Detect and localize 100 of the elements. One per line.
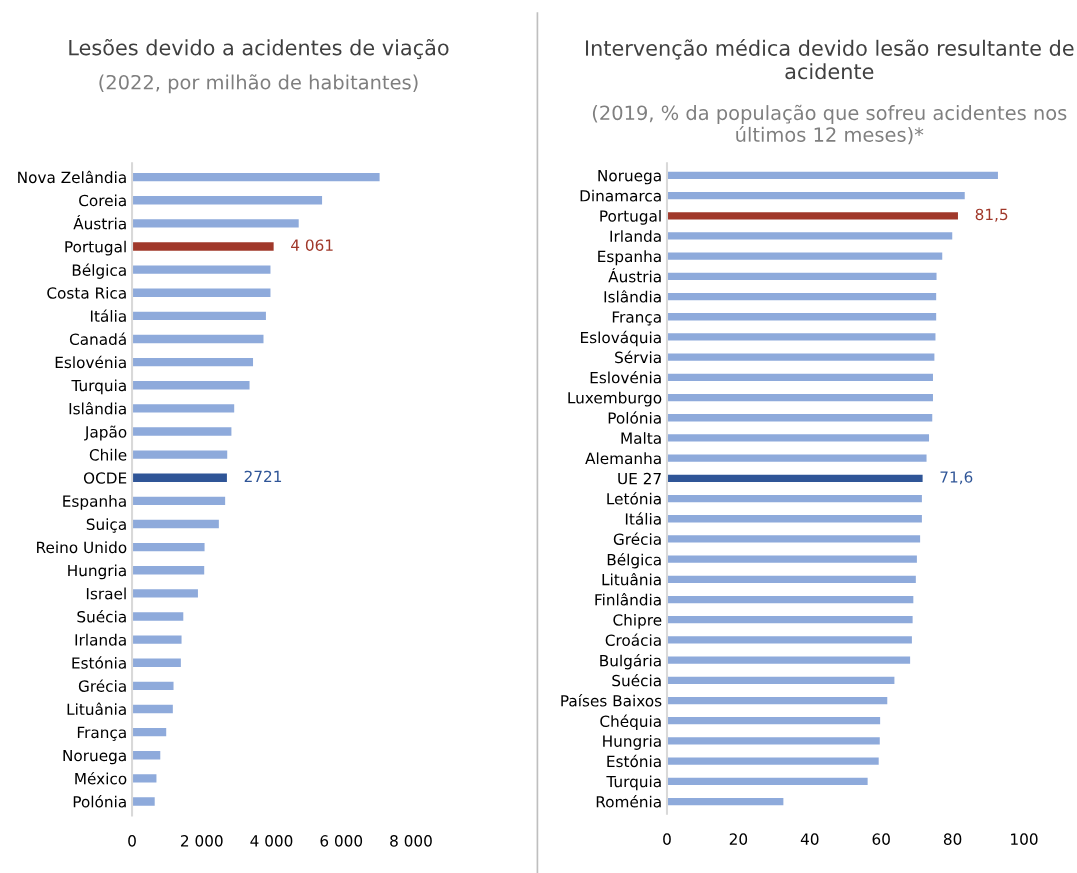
chart-title: Lesões devido a acidentes de viação	[69, 38, 449, 60]
y-tick-label: Hungria	[68, 564, 126, 580]
y-tick-label: OCDE	[83, 472, 127, 484]
y-tick-label: Hungria	[603, 735, 661, 750]
bar	[132, 427, 232, 436]
y-tick-label: Reino Unido	[37, 541, 127, 554]
y-tick-label: Turquia	[606, 775, 661, 791]
bar	[132, 404, 235, 413]
y-tick-label: Lituânia	[602, 572, 661, 586]
bar	[666, 313, 937, 321]
bar	[666, 171, 998, 180]
y-tick-label: Áustria	[73, 215, 126, 230]
y-tick-label: Estónia	[607, 754, 661, 768]
bar	[132, 172, 380, 182]
x-tick-label: 100	[1011, 833, 1038, 845]
bar	[132, 635, 182, 644]
bar	[132, 542, 205, 552]
bar	[132, 381, 250, 390]
y-tick-label: Polónia	[73, 795, 126, 808]
bar	[132, 751, 161, 760]
bar	[132, 658, 181, 667]
y-tick-label: Chile	[89, 448, 127, 461]
bar	[666, 474, 923, 482]
x-tick-label: 80	[943, 833, 962, 845]
bar	[666, 414, 933, 422]
bar	[666, 595, 914, 604]
y-tick-label: Luxemburgo	[568, 391, 662, 407]
y-tick-label: Noruega	[63, 749, 126, 765]
y-tick-label: Estónia	[72, 656, 126, 669]
bar	[666, 676, 895, 684]
y-tick-label: Portugal	[600, 209, 661, 225]
y-tick-label: Coreia	[79, 194, 126, 207]
bar	[666, 393, 933, 402]
y-tick-label: Islândia	[69, 401, 126, 415]
y-tick-label: Canadá	[69, 332, 126, 346]
y-tick-label: Grécia	[613, 532, 661, 545]
bar	[132, 265, 271, 274]
x-tick-label: 4 000	[250, 835, 293, 847]
bar	[666, 494, 922, 503]
y-tick-label: Noruega	[598, 170, 661, 185]
bar	[666, 656, 911, 664]
bar	[666, 575, 916, 583]
y-tick-label: Países Baixos	[561, 694, 662, 707]
y-tick-label: Dinamarca	[580, 189, 661, 202]
y-tick-label: Turquia	[71, 379, 126, 395]
bar	[666, 535, 921, 543]
bar	[666, 454, 927, 462]
y-tick-label: Nova Zelândia	[18, 170, 126, 184]
y-tick-label: Chéquia	[600, 714, 661, 731]
y-tick-label: Suécia	[612, 673, 661, 687]
bar	[666, 212, 958, 220]
y-tick-label: Espanha	[598, 250, 661, 266]
bar	[132, 681, 174, 691]
bar	[132, 774, 157, 783]
bar	[666, 636, 912, 644]
x-tick-label: 20	[729, 833, 748, 845]
y-tick-label: Eslovénia	[590, 370, 661, 384]
y-tick-label: Portugal	[65, 240, 126, 256]
y-tick-label: Polónia	[608, 411, 661, 424]
chart-title: Intervenção médica devido lesão resultante de acidente	[585, 38, 1074, 80]
y-tick-label: Itália	[90, 309, 126, 322]
bar	[666, 737, 880, 745]
y-tick-label: Grécia	[78, 679, 126, 692]
y-tick-label: Roménia	[596, 795, 661, 808]
bar	[132, 704, 173, 714]
bar	[132, 311, 266, 321]
chart-subtitle: (2019, % da população que sofreu acidentes nos últimos 12 meses)*	[592, 104, 1067, 145]
bar	[666, 757, 879, 765]
bar	[666, 333, 936, 341]
bar	[132, 612, 184, 621]
y-tick-label: Letónia	[607, 492, 661, 505]
y-tick-label: França	[77, 726, 126, 741]
y-tick-label: Costa Rica	[47, 286, 126, 299]
bar	[132, 519, 219, 529]
y-tick-label: Israel	[86, 587, 126, 600]
y-tick-label: Alemanha	[585, 452, 661, 465]
bar	[666, 555, 917, 563]
y-tick-label: Bélgica	[607, 553, 661, 569]
y-tick-label: Irlanda	[75, 633, 126, 646]
bar	[132, 496, 226, 506]
y-tick-label: Irlanda	[610, 230, 661, 242]
y-tick-label: Croácia	[605, 633, 661, 646]
y-tick-label: Japão	[84, 425, 127, 441]
y-tick-label: Bulgária	[600, 654, 661, 670]
bar	[132, 727, 167, 737]
bar	[132, 589, 198, 598]
bar	[132, 473, 227, 482]
bar	[132, 242, 274, 251]
y-tick-label: Espanha	[63, 495, 126, 510]
bar	[666, 252, 943, 260]
bar	[666, 434, 930, 442]
y-tick-label: Suécia	[77, 610, 126, 623]
bar	[132, 196, 323, 205]
data-label: 71,6	[940, 471, 973, 485]
y-tick-label: Chipre	[613, 613, 662, 629]
bar	[666, 191, 965, 200]
bar	[666, 616, 913, 624]
y-tick-label: UE 27	[618, 472, 661, 485]
y-tick-label: Áustria	[608, 268, 661, 283]
y-tick-label: Eslovénia	[55, 355, 126, 369]
